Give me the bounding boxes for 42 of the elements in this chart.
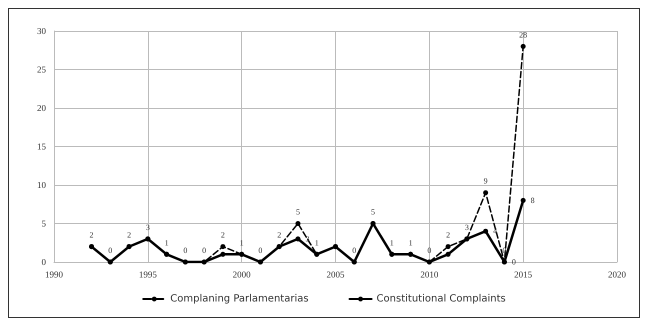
- data-label: 0: [512, 258, 516, 266]
- data-label: 5: [296, 208, 300, 216]
- data-label: 0: [427, 246, 432, 255]
- y-tick-label: 25: [37, 64, 46, 74]
- data-label: 0: [202, 246, 206, 255]
- y-tick-label: 15: [37, 142, 46, 152]
- data-label: 8: [530, 196, 535, 205]
- data-label: 0: [258, 246, 262, 255]
- data-label: 2: [127, 230, 132, 240]
- data-label: 0: [183, 246, 188, 255]
- y-tick-label: 5: [42, 218, 46, 228]
- x-tick-label: 2020: [608, 270, 626, 280]
- data-label: 0: [352, 246, 356, 255]
- x-tick-label: 1990: [45, 270, 64, 280]
- data-label: 1: [164, 238, 169, 248]
- data-label: 5: [371, 208, 376, 216]
- data-label: 9: [484, 176, 488, 186]
- data-label: 0: [108, 246, 112, 255]
- x-tick-label: 2010: [420, 270, 439, 280]
- data-label: 3: [146, 222, 150, 232]
- y-tick-label: 30: [37, 26, 46, 36]
- data-label: 2: [90, 230, 94, 240]
- y-tick-label: 20: [37, 103, 46, 113]
- data-label: 1: [314, 238, 319, 248]
- data-label: 1: [408, 238, 413, 248]
- data-label: 3: [464, 222, 469, 232]
- data-label: 2: [277, 230, 282, 240]
- data-label: 2: [446, 230, 450, 240]
- x-tick-label: 2005: [326, 270, 345, 280]
- data-label: 0: [502, 246, 506, 255]
- y-tick-label: 0: [42, 257, 46, 267]
- x-tick-label: 1995: [138, 270, 158, 280]
- x-tick-label: 2000: [232, 270, 252, 280]
- x-tick-label: 2015: [514, 270, 533, 280]
- data-label: 1: [390, 238, 394, 248]
- legend-label: Constitutional Complaints: [376, 294, 506, 304]
- legend-label: Complaning Parlamentarias: [170, 294, 309, 304]
- data-label: 4: [493, 226, 498, 236]
- data-label: 28: [519, 30, 528, 40]
- data-label: 1: [240, 238, 244, 248]
- data-label: 2: [220, 230, 225, 240]
- y-tick-label: 10: [37, 180, 46, 190]
